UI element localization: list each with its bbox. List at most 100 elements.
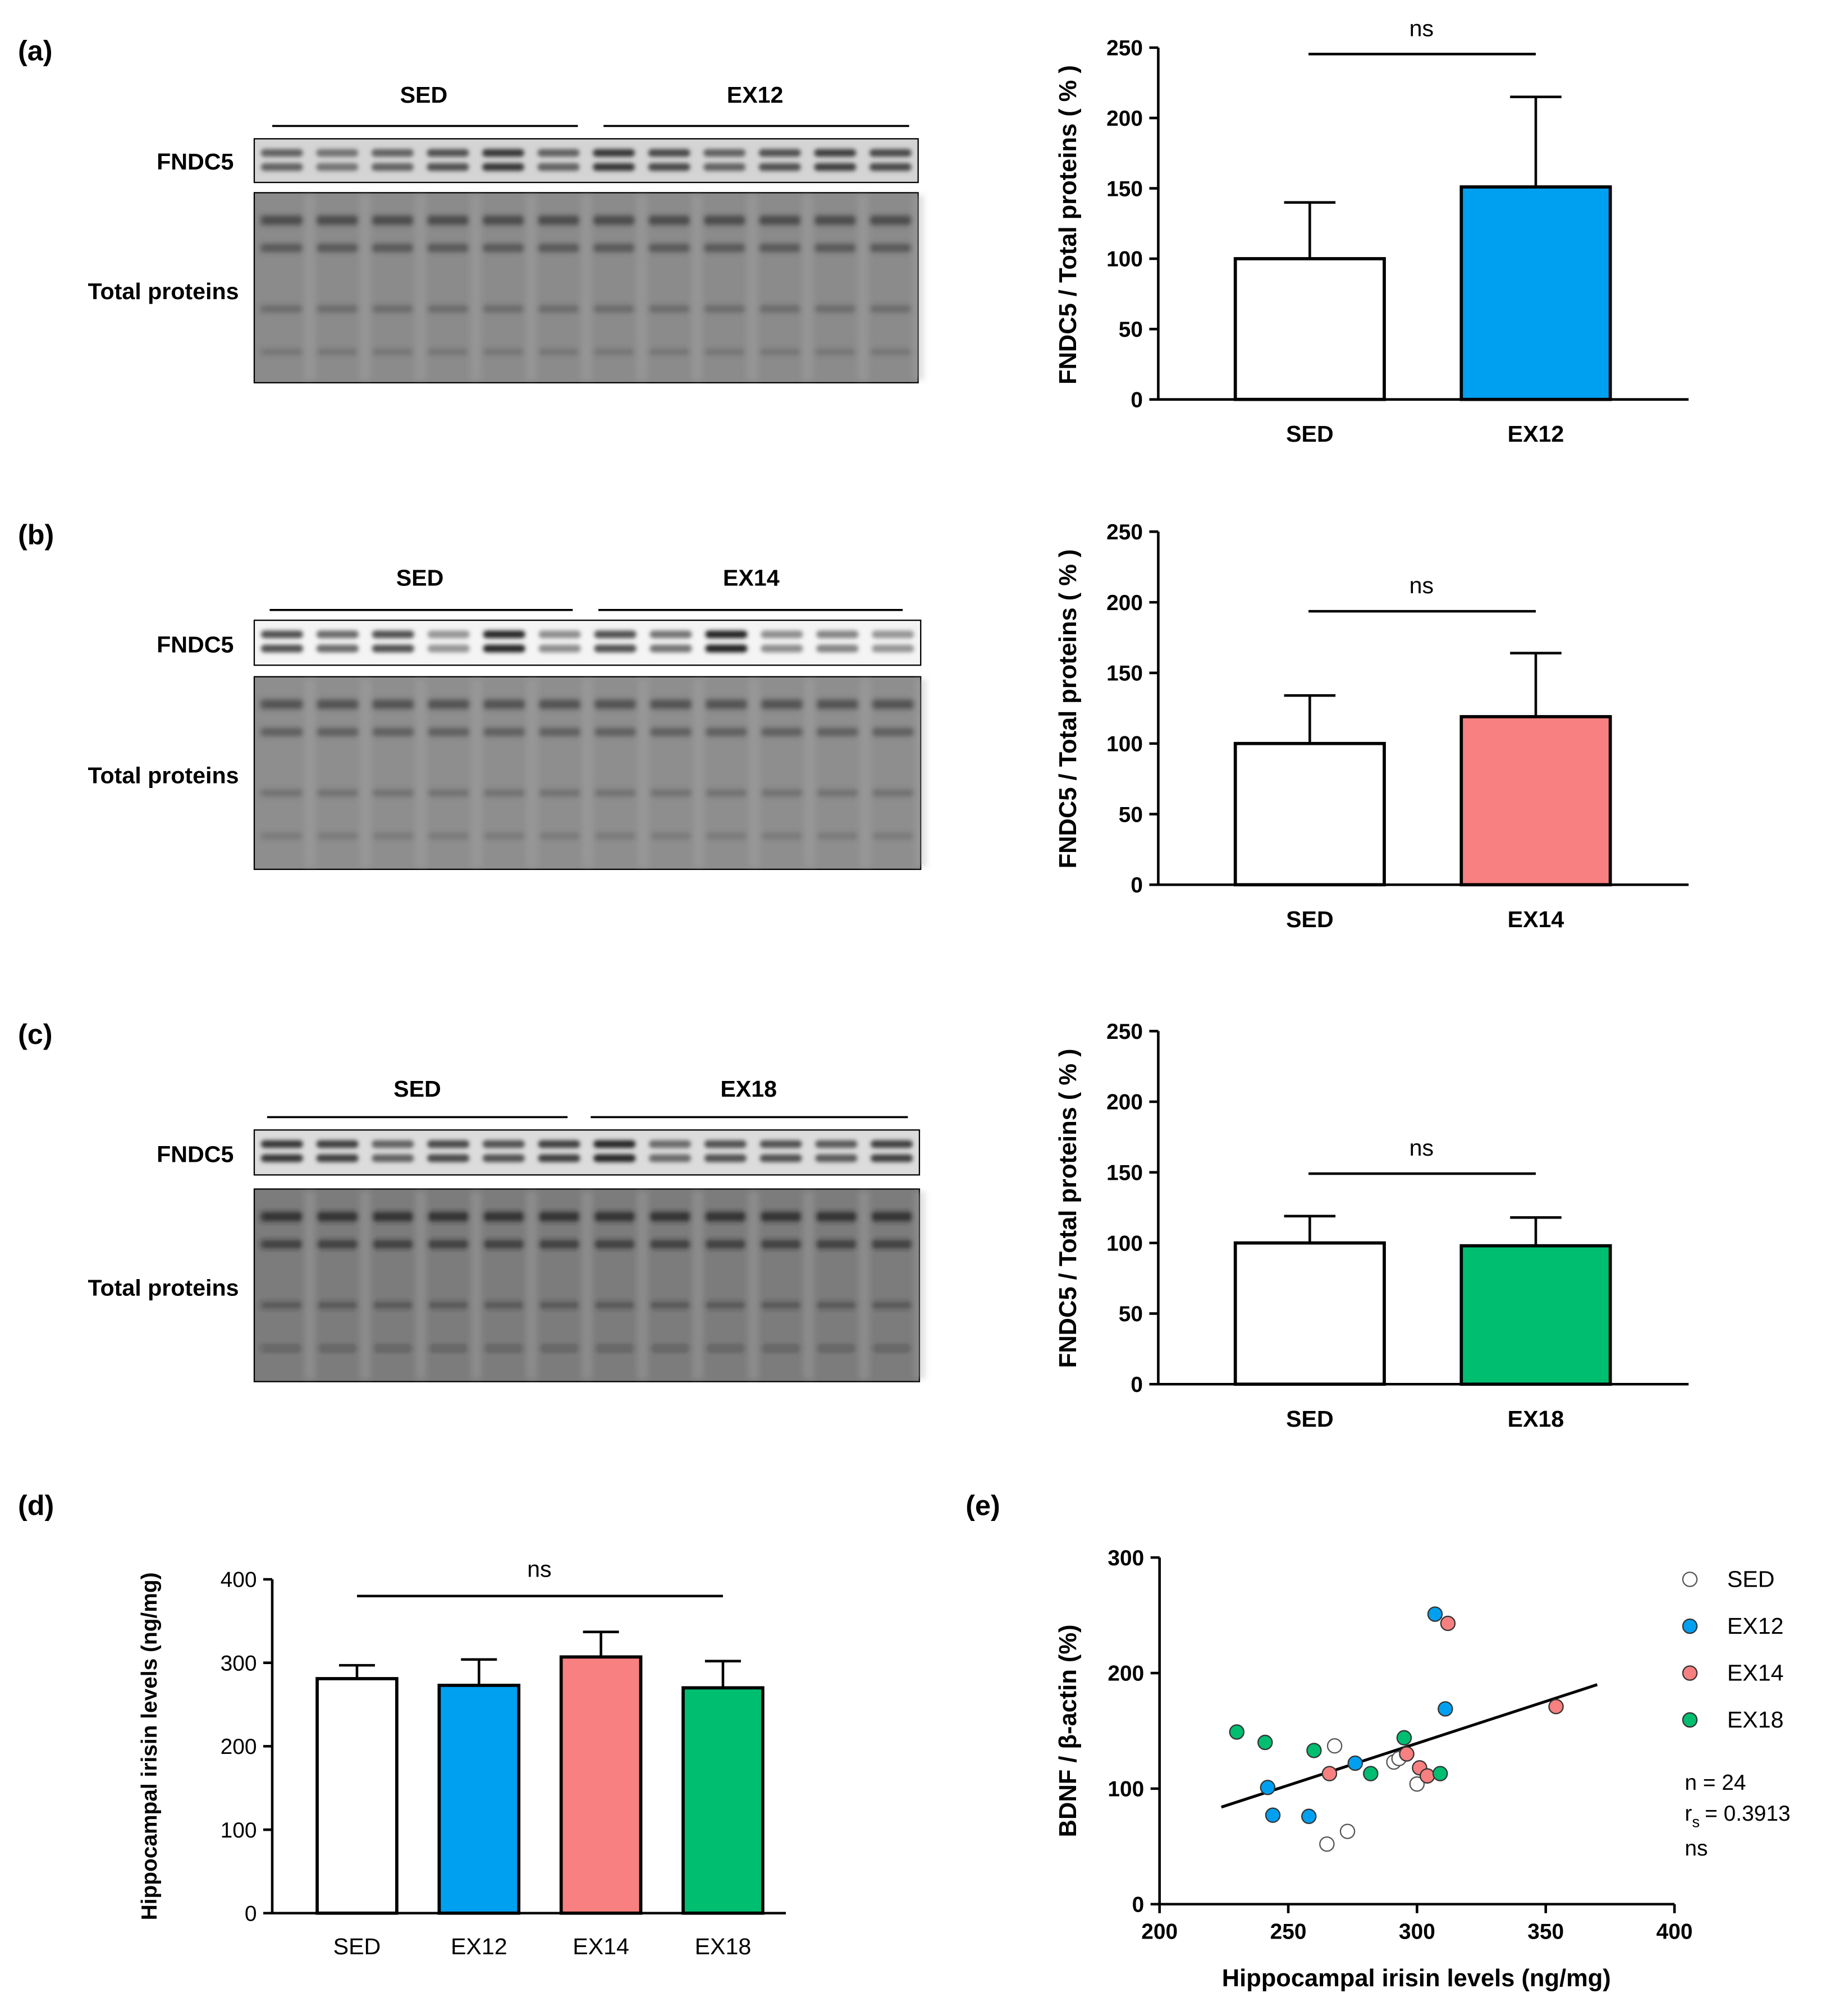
total-band xyxy=(594,728,637,736)
total-band xyxy=(816,790,859,796)
total-band xyxy=(538,728,581,736)
chart-a-y-tick-label: 0 xyxy=(1131,388,1143,412)
fndc5-band-upper xyxy=(260,1140,303,1148)
chart-e: 0 100 200 300 200 250 300 350 400 BDNF / β-actin… xyxy=(1055,1546,1791,1992)
chart-d-y-tick-label: 300 xyxy=(221,1651,257,1675)
fndc5-band-upper xyxy=(260,149,303,157)
total-band xyxy=(815,1302,858,1309)
chart-b-y-tick-label: 250 xyxy=(1106,520,1143,544)
chart-d-bar-ex18 xyxy=(681,1686,765,1915)
fndc5-band-upper xyxy=(649,630,692,639)
chart-b: 0 50 100 150 200 250 FNDC5 / Total proteins (… xyxy=(1055,520,1689,932)
lane-gap xyxy=(637,1192,648,1380)
lane-gap xyxy=(802,195,813,381)
lane-gap xyxy=(748,1192,759,1380)
total-band xyxy=(372,1212,414,1221)
total-band xyxy=(427,699,470,709)
chart-e-point-ex12 xyxy=(1427,1606,1443,1622)
total-band xyxy=(871,1240,913,1248)
fndc5-band-upper xyxy=(260,630,304,639)
chart-e-point-ex18 xyxy=(1363,1766,1379,1781)
total-band xyxy=(594,790,637,796)
chart-a-y-tick-label: 250 xyxy=(1106,36,1143,61)
total-band xyxy=(316,244,359,252)
chart-d-sig-label: ns xyxy=(527,1556,551,1582)
fndc5-band-lower xyxy=(649,1154,692,1162)
blot-c-group-ex: EX18 xyxy=(720,1076,777,1102)
total-band xyxy=(538,790,581,796)
total-band xyxy=(260,1212,303,1221)
total-band xyxy=(758,244,801,252)
blot-c-fndc5-bands xyxy=(260,1140,913,1162)
chart-a-sig-label: ns xyxy=(1409,15,1434,41)
fndc5-band-upper xyxy=(482,1140,525,1148)
fndc5-band-upper xyxy=(316,630,359,639)
blot-c-total-label: Total proteins xyxy=(88,1275,239,1300)
lane-gap xyxy=(857,195,869,381)
fndc5-band-lower xyxy=(871,1154,913,1162)
chart-e-stat-rs: rs = 0.3913 xyxy=(1685,1802,1790,1830)
lane-gap xyxy=(691,195,703,381)
total-band xyxy=(761,833,803,839)
total-band xyxy=(372,1240,414,1248)
fndc5-band-lower xyxy=(649,644,692,653)
chart-e-stat-rs-value: = 0.3913 xyxy=(1705,1802,1790,1826)
chart-d-y-label-line1: Hippocampal irisin levels (ng/mg) xyxy=(138,1572,162,1920)
total-band xyxy=(872,790,914,796)
chart-e-legend: SED EX12 EX14 EX18 xyxy=(1682,1566,1784,1733)
chart-e-legend-marker-ex14 xyxy=(1682,1665,1698,1681)
chart-e-legend-marker-ex18 xyxy=(1682,1712,1698,1728)
fndc5-band-upper xyxy=(594,630,637,639)
chart-e-point-ex18 xyxy=(1306,1743,1322,1758)
chart-d-y-label: Hippocampal irisin levels (ng/mg) xyxy=(138,1572,162,1920)
total-band xyxy=(260,1302,303,1309)
chart-c-bars: SED EX18 xyxy=(1233,1215,1612,1432)
blot-c-group-sed: SED xyxy=(393,1076,441,1102)
chart-a-y-tick-label: 200 xyxy=(1106,107,1143,131)
chart-e-y-tick-label: 200 xyxy=(1108,1662,1144,1686)
total-band xyxy=(482,1212,525,1221)
chart-c-y-label: FNDC5 / Total proteins ( % ) xyxy=(1055,1048,1082,1368)
blot-c-total-bands xyxy=(260,1192,926,1380)
total-band xyxy=(759,1212,802,1221)
blot-b-group-sed: SED xyxy=(396,565,444,590)
total-band xyxy=(260,833,304,839)
blot-c: SED EX18 FNDC5 Total proteins xyxy=(88,1076,926,1382)
lane-gap xyxy=(359,1192,371,1380)
fndc5-band-upper xyxy=(649,1140,692,1148)
lane-gap xyxy=(304,679,316,867)
total-band xyxy=(761,728,803,736)
fndc5-band-upper xyxy=(703,149,746,157)
total-band xyxy=(648,349,690,355)
total-band xyxy=(316,1302,359,1309)
total-band xyxy=(372,728,414,736)
lane-gap xyxy=(636,195,648,381)
chart-e-x-label: Hippocampal irisin levels (ng/mg) xyxy=(1222,1965,1611,1992)
lane-gap xyxy=(581,1192,593,1380)
chart-a-category-label: SED xyxy=(1286,421,1334,447)
chart-e-point-ex18 xyxy=(1396,1730,1412,1746)
fndc5-band-upper xyxy=(648,149,690,157)
total-band xyxy=(649,833,692,839)
total-band xyxy=(482,1302,525,1309)
chart-d-category-label: SED xyxy=(333,1933,381,1959)
chart-b-bar-ex14 xyxy=(1459,715,1612,887)
total-band xyxy=(871,1345,913,1351)
lane-gap xyxy=(415,195,426,381)
chart-e-point-ex18 xyxy=(1257,1734,1273,1751)
fndc5-band-lower xyxy=(482,1154,525,1162)
fndc5-band-lower xyxy=(814,163,857,171)
total-band xyxy=(371,349,414,355)
total-band xyxy=(260,699,304,709)
total-band xyxy=(758,216,801,225)
chart-d-bar-ex14 xyxy=(559,1655,643,1915)
lane-gap xyxy=(415,1192,427,1380)
chart-c-y-tick-label: 100 xyxy=(1106,1231,1143,1256)
lane-gap xyxy=(915,679,927,867)
total-band xyxy=(482,216,524,225)
total-band xyxy=(260,305,303,313)
total-band xyxy=(538,833,581,839)
total-band xyxy=(869,216,912,225)
fndc5-band-upper xyxy=(761,630,803,639)
total-band xyxy=(260,790,304,796)
